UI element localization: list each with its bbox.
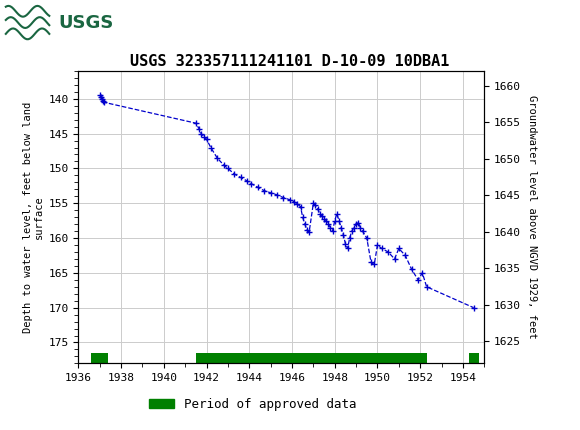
Text: USGS 323357111241101 D-10-09 10DBA1: USGS 323357111241101 D-10-09 10DBA1 [130,54,450,69]
Text: USGS: USGS [58,14,113,31]
Legend: Period of approved data: Period of approved data [144,393,362,416]
Y-axis label: Depth to water level, feet below land
surface: Depth to water level, feet below land su… [23,101,44,333]
Bar [3,2,107,43]
Y-axis label: Groundwater level above NGVD 1929, feet: Groundwater level above NGVD 1929, feet [527,95,536,339]
